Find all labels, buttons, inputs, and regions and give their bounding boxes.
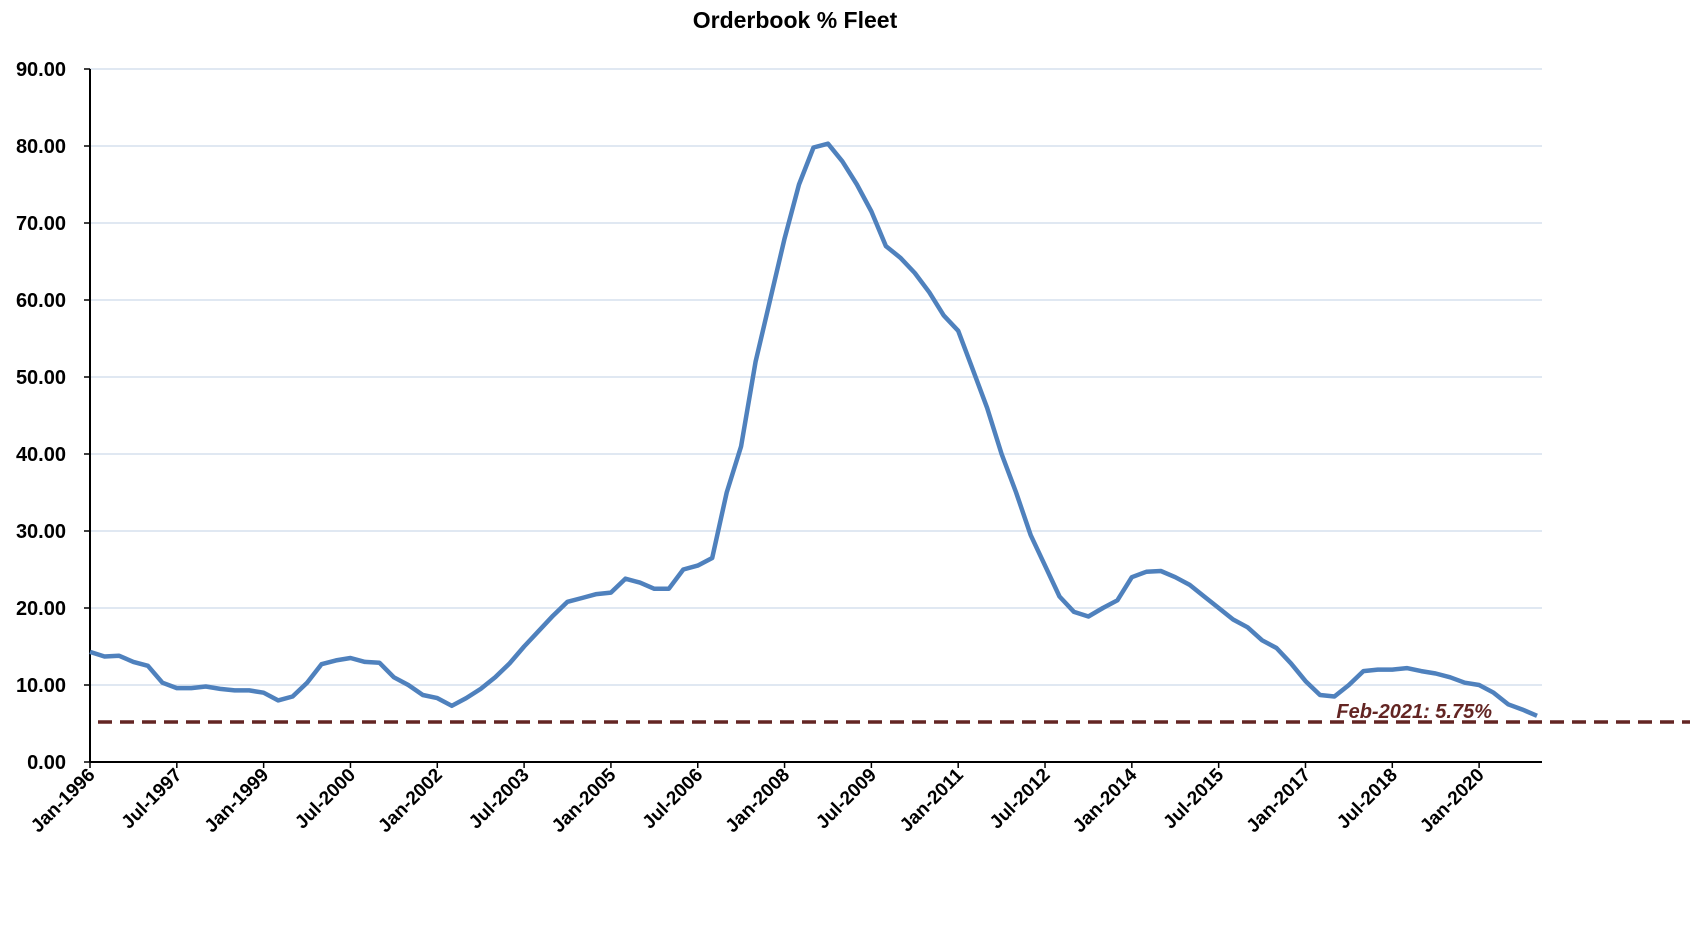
x-tick-label: Jan-2005 bbox=[548, 764, 621, 837]
x-tick-label: Jul-1997 bbox=[118, 765, 187, 834]
x-tick-label: Jan-2020 bbox=[1416, 765, 1488, 837]
x-tick-label: Jan-2008 bbox=[722, 765, 794, 837]
y-tick-label: 60.00 bbox=[16, 290, 66, 312]
x-tick-label: Jul-2015 bbox=[1160, 764, 1229, 833]
chart-title: Orderbook % Fleet bbox=[693, 7, 898, 33]
data-line bbox=[89, 141, 1538, 718]
y-tick-label: 10.00 bbox=[16, 675, 66, 697]
x-tick-label: Jan-2017 bbox=[1243, 765, 1315, 837]
x-tick-label: Jan-2011 bbox=[896, 764, 968, 836]
y-tick-label: 90.00 bbox=[16, 59, 66, 81]
y-tick-label: 30.00 bbox=[16, 521, 66, 543]
x-tick-label: Jan-2002 bbox=[374, 765, 446, 837]
x-tick-label: Jul-2018 bbox=[1333, 765, 1402, 834]
annotation: Feb-2021: 5.75% bbox=[1336, 701, 1492, 723]
x-tick-label: Jan-1999 bbox=[201, 765, 273, 837]
x-tick-label: Jul-2000 bbox=[291, 765, 360, 834]
x-tick-label: Jul-2009 bbox=[812, 765, 881, 834]
x-tick-label: Jul-2012 bbox=[986, 765, 1055, 834]
x-tick-label: Jul-2006 bbox=[639, 765, 708, 834]
y-tick-label: 20.00 bbox=[16, 598, 66, 620]
x-tick-label: Jan-1996 bbox=[27, 765, 99, 837]
x-tick-label: Jul-2003 bbox=[465, 765, 534, 834]
y-tick-label: 80.00 bbox=[16, 136, 66, 158]
y-tick-label: 40.00 bbox=[16, 444, 66, 466]
y-tick-label: 0.00 bbox=[27, 752, 66, 774]
y-tick-label: 50.00 bbox=[16, 367, 66, 389]
x-tick-label: Jan-2014 bbox=[1069, 764, 1142, 837]
y-tick-label: 70.00 bbox=[16, 213, 66, 235]
